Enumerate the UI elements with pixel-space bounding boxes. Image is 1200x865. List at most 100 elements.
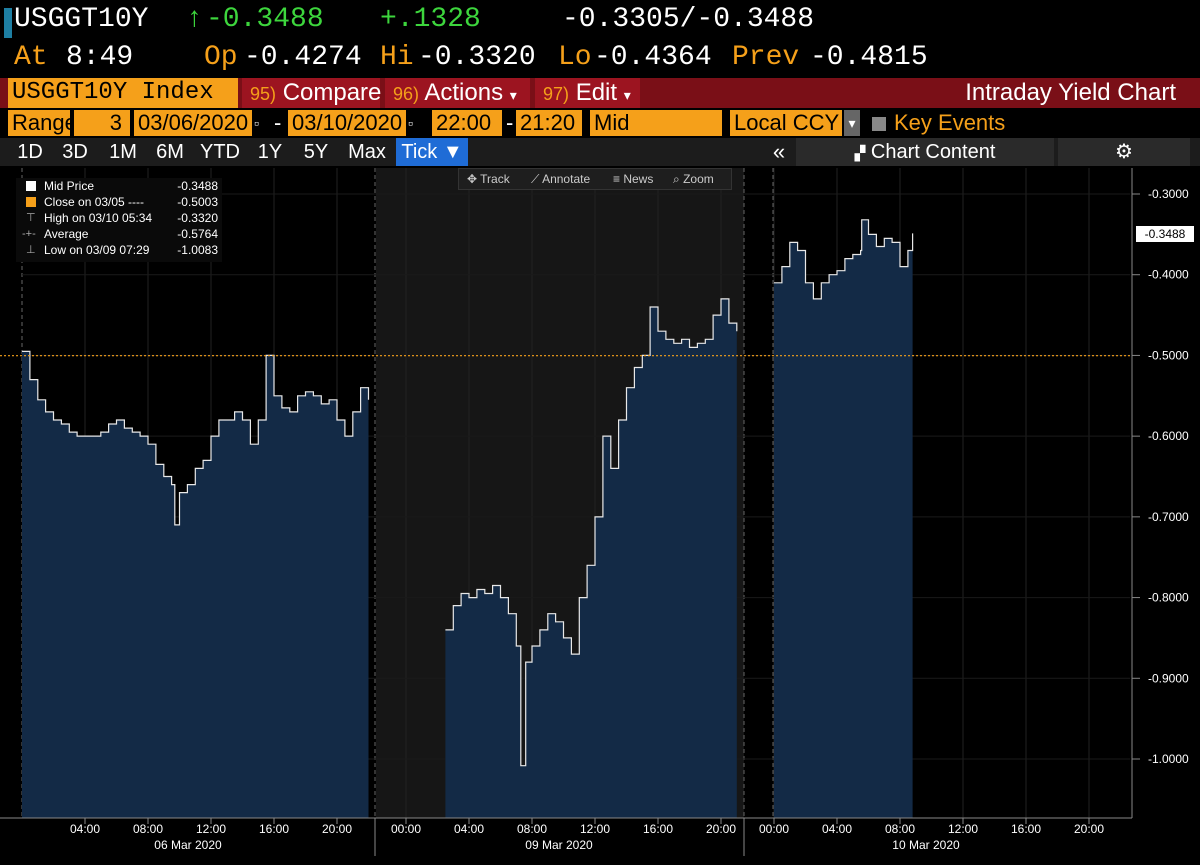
intraday-chart[interactable]: -0.3000 -0.4000 -0.5000 -0.6000 -0.7000 -0.80… [0,168,1200,860]
x-tick-label: 08:00 [517,822,547,836]
tab-1m[interactable]: 1M [109,141,137,163]
security-field[interactable]: USGGT10Y Index [8,78,238,108]
range-label: Range [8,110,77,136]
tab-1y[interactable]: 1Y [257,141,283,163]
date-separator: - [274,110,282,135]
y-tick-label: -0.5000 [1148,348,1189,362]
security-accent-bar [4,8,12,38]
tick-dropdown[interactable]: Tick ▼ [396,138,468,166]
chart-legend: Mid Price -0.3488 Close on 03/05 ---- -0… [16,178,222,262]
x-tick-label: 16:00 [643,822,673,836]
function-bar: USGGT10Y Index 95) Compare 96) Actions ▾… [0,78,1200,108]
legend-swatch [26,181,36,191]
end-time-input[interactable]: 21:20 [516,110,582,136]
x-tick-label: 16:00 [259,822,289,836]
legend-item[interactable]: -+- Average -0.5764 [16,226,222,242]
news-tool[interactable]: ≡ News [613,172,654,186]
x-tick-label: 04:00 [454,822,484,836]
annotate-label: Annotate [542,172,591,186]
high-label: Hi [380,42,414,73]
chart-icon: ▞ [854,145,866,161]
legend-item[interactable]: ⊥ Low on 03/09 07:29 -1.0083 [16,242,222,258]
at-label: At [14,42,48,73]
x-tick-label: 20:00 [1074,822,1104,836]
start-date-input[interactable]: 03/06/2020 [134,110,252,136]
open-label: Op [204,42,238,73]
range-days-input[interactable]: 3 [74,110,130,136]
legend-value: -1.0083 [177,243,218,257]
compare-label: Compare [282,79,382,106]
chart-content-button[interactable]: ▞ Chart Content [796,138,1054,166]
chevron-down-icon[interactable]: ▾ [844,110,860,136]
start-time-input[interactable]: 22:00 [432,110,502,136]
high-marker-icon: ⊤ [26,212,36,224]
time-separator: - [506,110,514,135]
x-tick-label: 20:00 [322,822,352,836]
tab-ytd[interactable]: YTD [200,141,240,163]
chevron-down-icon: ▾ [623,87,631,103]
chart-content-label: Chart Content [870,141,996,163]
x-date-label: 09 Mar 2020 [525,838,593,852]
open-value: -0.4274 [244,42,362,73]
x-tick-label: 12:00 [196,822,226,836]
tab-1d[interactable]: 1D [17,141,43,163]
ticker: USGGT10Y [14,4,149,35]
chart-plot[interactable]: -0.3000 -0.4000 -0.5000 -0.6000 -0.7000 -0.80… [0,168,1200,860]
low-label: Lo [558,42,592,73]
price-type-select[interactable]: Mid [590,110,722,136]
checkbox-icon[interactable] [872,117,886,132]
calendar-icon[interactable]: ▫ [254,115,259,131]
series-area [22,351,369,818]
legend-value: -0.5764 [177,227,218,241]
tab-3d[interactable]: 3D [62,141,88,163]
y-tick-label: -0.9000 [1148,671,1189,685]
legend-item[interactable]: Close on 03/05 ---- -0.5003 [16,194,222,210]
low-value: -0.4364 [594,42,712,73]
y-tick-label: -0.4000 [1148,268,1189,282]
currency-select[interactable]: Local CCY [730,110,842,136]
gear-icon[interactable]: ⚙ [1058,138,1190,166]
y-tick-label: -0.8000 [1148,591,1189,605]
series-line [445,298,738,767]
low-marker-icon: ⊥ [26,244,36,256]
page-title: Intraday Yield Chart [965,79,1176,106]
legend-item[interactable]: Mid Price -0.3488 [16,178,222,194]
quote-line-2: At 8:49 Op -0.4274 Hi -0.3320 Lo -0.4364… [0,40,1200,76]
x-date-label: 10 Mar 2020 [892,838,960,852]
end-date-input[interactable]: 03/10/2020 [288,110,406,136]
tab-6m[interactable]: 6M [156,141,184,163]
edit-menu[interactable]: 97) Edit ▾ [535,78,640,108]
tab-max[interactable]: Max [348,141,386,163]
quote-line-1: USGGT10Y ↑ -0.3488 +.1328 -0.3305/-0.348… [0,2,1200,38]
x-tick-label: 20:00 [706,822,736,836]
tab-5y[interactable]: 5Y [303,141,329,163]
x-date-label: 06 Mar 2020 [154,838,222,852]
y-tick-label: -0.3000 [1148,187,1189,201]
key-events-toggle[interactable]: Key Events [872,110,1005,136]
chart-toolbar: ✥ Track ⟋ Annotate ≡ News ⌕ Zoom [458,168,732,190]
bid-ask: -0.3305/-0.3488 [562,4,815,35]
x-tick-label: 04:00 [822,822,852,836]
key-events-label: Key Events [894,110,1006,135]
legend-item[interactable]: ⊤ High on 03/10 05:34 -0.3320 [16,210,222,226]
edit-label: Edit [575,79,618,106]
track-tool[interactable]: ✥ Track [467,172,510,186]
last-price: -0.3488 [206,4,324,35]
collapse-icon[interactable]: « [772,139,786,164]
quote-time: 8:49 [66,42,134,73]
x-tick-label: 04:00 [70,822,100,836]
legend-label: High on 03/10 05:34 [44,211,153,225]
edit-number: 97) [543,84,570,104]
legend-value: -0.3488 [177,179,218,193]
y-tick-label: -0.7000 [1148,510,1189,524]
legend-swatch [26,197,36,207]
news-label: News [623,172,654,186]
annotate-tool[interactable]: ⟋ Annotate [531,172,591,186]
prev-value: -0.4815 [810,42,928,73]
y-tick-label: -1.0000 [1148,752,1189,766]
net-change: +.1328 [380,4,481,35]
actions-menu[interactable]: 96) Actions ▾ [385,78,530,108]
compare-button[interactable]: 95) Compare [242,78,382,108]
calendar-icon[interactable]: ▫ [408,115,413,131]
zoom-tool[interactable]: ⌕ Zoom [673,172,714,186]
